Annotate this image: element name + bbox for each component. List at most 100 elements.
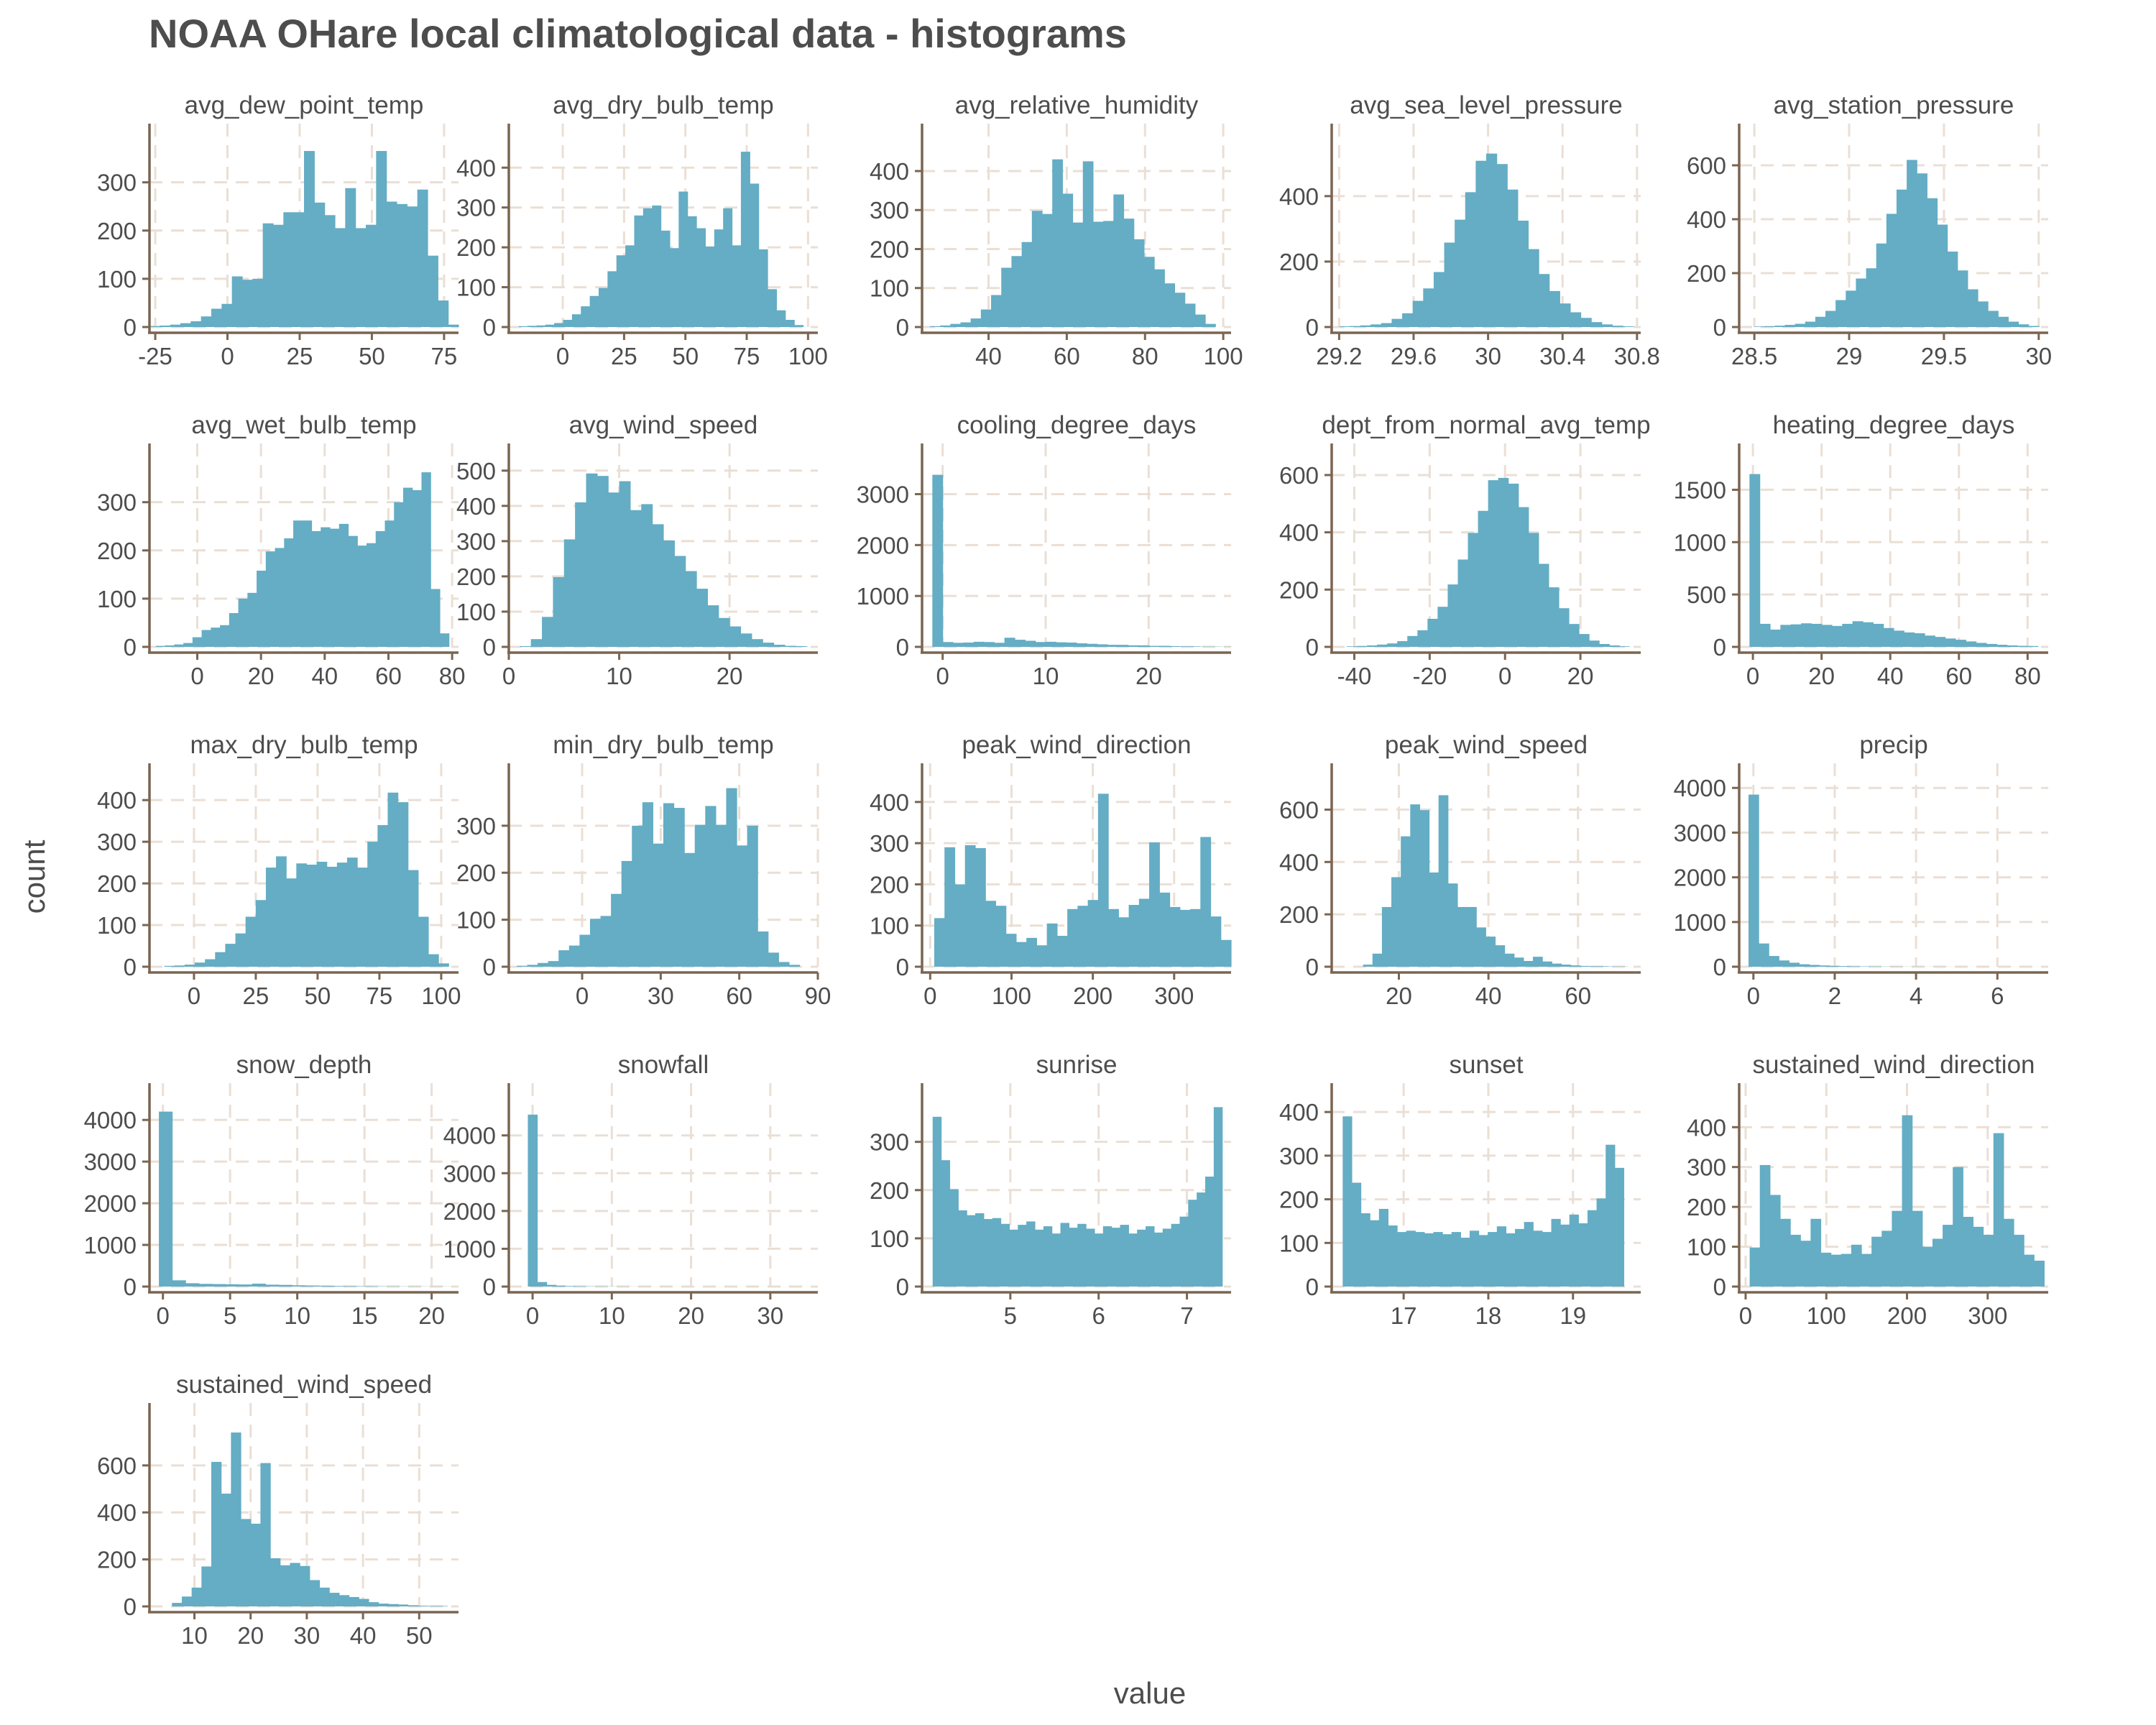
histogram-bar (1159, 892, 1171, 967)
x-tick-label: 5 (1004, 1302, 1017, 1329)
histogram-bar (1769, 956, 1779, 967)
x-tick-label: 40 (350, 1622, 377, 1649)
y-tick-label: 100 (1279, 1230, 1319, 1256)
histogram-bar (953, 643, 964, 647)
x-tick-label: 0 (190, 663, 203, 689)
y-tick-label: 300 (870, 197, 909, 224)
histogram-bar (1609, 645, 1620, 647)
facet-strip-label: avg_station_pressure (1774, 91, 2014, 119)
histogram-bar (1861, 1254, 1872, 1287)
histogram-bars (929, 159, 1216, 327)
histogram-bar (172, 1280, 186, 1287)
y-tick-label: 100 (870, 275, 909, 302)
histogram-bar (575, 502, 587, 647)
histogram-bar (553, 576, 565, 647)
y-tick-label: 200 (1279, 1187, 1319, 1213)
x-tick-label: 30.4 (1539, 343, 1585, 369)
x-tick-label: 29.6 (1391, 343, 1437, 369)
histogram-bar (1031, 211, 1043, 327)
histogram-bar (1133, 239, 1145, 327)
histogram-bar (290, 1563, 300, 1606)
histogram-bar (1447, 584, 1459, 647)
facet-strip-label: avg_sea_level_pressure (1350, 91, 1622, 119)
histogram-bar (696, 228, 706, 327)
histogram-bar (283, 212, 295, 327)
histogram-bar (1488, 1232, 1498, 1287)
histogram-bar (238, 598, 248, 647)
histogram-bar (417, 189, 428, 327)
histogram-bar (1986, 643, 1997, 647)
histogram-bar (740, 152, 750, 327)
histogram-bar (932, 474, 944, 647)
facet-avg_wet_bulb_temp: avg_wet_bulb_temp 0 20 40 60 80 0 100 200 300 (97, 411, 466, 689)
histogram-bar (1866, 268, 1877, 327)
histogram-bar (652, 205, 662, 327)
histogram-bar (1589, 640, 1600, 647)
histogram-bar (757, 931, 769, 967)
histogram-bar (252, 278, 264, 327)
histogram-bar (394, 502, 404, 647)
histogram-bar (1570, 312, 1582, 327)
histogram-bar (225, 944, 236, 967)
histogram-bar (1066, 642, 1077, 647)
histogram-bar (1514, 957, 1524, 967)
histogram-bars (159, 1111, 453, 1287)
histogram-bar (1993, 1133, 2004, 1287)
histogram-bar (1506, 1233, 1516, 1287)
histogram-bar (1486, 153, 1498, 327)
histogram-bar (1842, 623, 1853, 647)
histogram-bar (183, 643, 193, 647)
histogram-bar (1996, 645, 2008, 647)
histogram-bar (1120, 1225, 1129, 1287)
histogram-bar (448, 324, 459, 327)
y-tick-label: 200 (97, 218, 137, 244)
histogram-bar (967, 1215, 976, 1287)
histogram-bar (1179, 646, 1191, 647)
y-tick-label: 200 (870, 1177, 909, 1204)
histogram-bar (1424, 1233, 1434, 1287)
facet-strip-label: sustained_wind_speed (176, 1371, 432, 1399)
histogram-bar (355, 228, 367, 327)
histogram-bar (621, 860, 632, 967)
x-tick-label: 19 (1560, 1302, 1586, 1329)
x-tick-label: 100 (421, 983, 461, 1009)
histogram-bars (932, 1107, 1223, 1287)
y-tick-label: 600 (97, 1453, 137, 1479)
histogram-bar (1194, 314, 1206, 327)
histogram-bar (1779, 1218, 1791, 1287)
histogram-bar (1825, 310, 1836, 327)
x-tick-label: 20 (1386, 983, 1412, 1009)
histogram-bars (520, 473, 808, 647)
histogram-bar (430, 589, 441, 647)
histogram-bar (241, 1519, 252, 1606)
histogram-bar (1589, 966, 1600, 967)
histogram-bar (397, 1604, 409, 1606)
histogram-bar (198, 1284, 213, 1287)
facet-strip-label: snow_depth (236, 1051, 372, 1079)
y-tick-label: 200 (97, 538, 137, 564)
histogram-bar (349, 1596, 359, 1606)
histogram-bar (991, 295, 1002, 327)
histogram-bar (211, 308, 222, 327)
y-tick-label: 1000 (84, 1232, 137, 1259)
y-tick-label: 3000 (1674, 819, 1726, 846)
histogram-bar (402, 487, 413, 647)
histogram-bar (212, 1284, 226, 1287)
histogram-bar (278, 1284, 292, 1287)
histogram-bar (220, 625, 230, 647)
histogram-bar (596, 476, 609, 647)
histogram-bar (696, 589, 709, 647)
facet-strip-label: avg_dry_bulb_temp (553, 91, 773, 119)
x-tick-label: 60 (1945, 663, 1972, 689)
histogram-bar (300, 1565, 310, 1606)
facet-strip-label: avg_dew_point_temp (185, 91, 424, 119)
x-tick-label: 30 (757, 1302, 783, 1329)
histogram-bar (384, 520, 395, 647)
y-tick-label: 0 (1713, 1274, 1726, 1300)
histogram-bar (1579, 634, 1590, 647)
y-tick-label: 0 (896, 634, 909, 661)
histogram-bar (368, 1602, 379, 1606)
facet-avg_sea_level_pressure: avg_sea_level_pressure 29.2 29.6 30 30.4 30.8… (1279, 91, 1660, 369)
histogram-bar (265, 868, 277, 967)
histogram-bar (632, 825, 643, 967)
